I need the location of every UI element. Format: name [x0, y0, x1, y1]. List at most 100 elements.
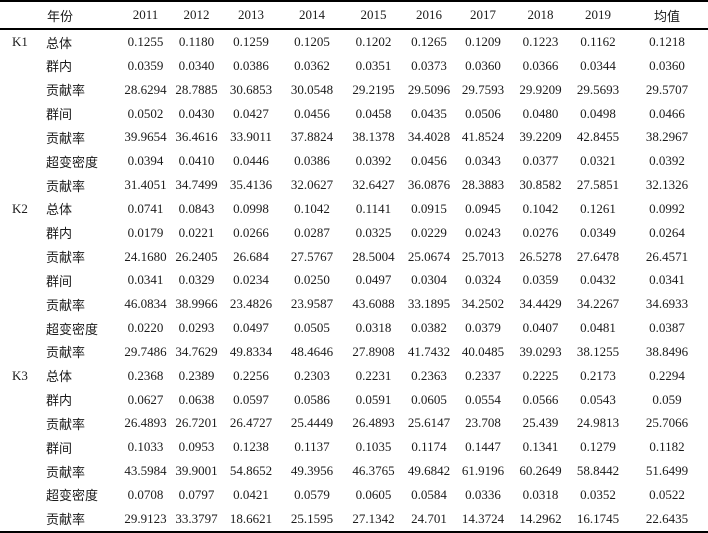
value-cell: 0.0359 — [522, 272, 559, 288]
value-cell: 28.7885 — [175, 81, 218, 97]
value-cell: 34.2502 — [461, 296, 505, 312]
value-cell: 0.0566 — [522, 391, 559, 407]
row-label: 超变密度 — [46, 488, 99, 504]
value-cell: 27.5851 — [576, 177, 620, 193]
value-cell: 32.0627 — [290, 177, 334, 193]
value-cell: 0.0360 — [465, 57, 501, 73]
row-label: 贡献率 — [46, 178, 86, 194]
column-header: 2012 — [171, 1, 223, 30]
table-row: 群间 0.1033 0.0953 0.1238 0.1137 0.1035 0.1174 0.… — [0, 435, 708, 459]
table-row: 群间 0.0502 0.0430 0.0427 0.0456 0.0458 0.0435 0.… — [0, 102, 708, 126]
value-cell: 60.2649 — [519, 463, 562, 479]
value-cell: 33.3797 — [175, 510, 218, 526]
value-cell: 23.9587 — [290, 296, 334, 312]
value-cell: 25.4449 — [290, 415, 334, 431]
value-cell: 29.7486 — [124, 343, 167, 359]
value-cell: 31.4051 — [124, 177, 167, 193]
value-cell: 0.0407 — [522, 320, 559, 336]
value-cell: 61.9196 — [461, 463, 505, 479]
table-row: 贡献率 28.6294 28.7885 30.6853 30.0548 29.2195 29… — [0, 78, 708, 102]
value-cell: 0.0287 — [294, 224, 330, 240]
value-cell: 22.6435 — [645, 510, 689, 526]
value-cell: 0.0586 — [294, 391, 330, 407]
value-cell: 58.8442 — [576, 463, 620, 479]
row-label: 总体 — [46, 369, 73, 385]
row-label: 贡献率 — [46, 250, 86, 266]
value-cell: 0.0386 — [294, 153, 330, 169]
value-cell: 0.1042 — [522, 200, 559, 216]
value-cell: 30.6853 — [229, 81, 273, 97]
value-cell: 27.1342 — [352, 510, 395, 526]
value-cell: 37.8824 — [290, 129, 334, 145]
table-row: 贡献率 24.1680 26.2405 26.684 27.5767 28.5004 25.… — [0, 245, 708, 269]
value-cell: 34.4028 — [407, 129, 451, 145]
value-cell: 16.1745 — [576, 510, 620, 526]
table-row: 超变密度 0.0220 0.0293 0.0497 0.0505 0.0318 0.0382… — [0, 316, 708, 340]
value-cell: 0.1265 — [411, 34, 447, 50]
row-label: 贡献率 — [46, 297, 86, 313]
value-cell: 34.7629 — [175, 343, 218, 359]
value-cell: 0.0458 — [355, 105, 392, 121]
row-label: 贡献率 — [46, 512, 86, 528]
value-cell: 0.0336 — [465, 486, 501, 502]
column-header: 均值 — [626, 1, 708, 30]
value-cell: 41.8524 — [461, 129, 505, 145]
column-header: 2011 — [120, 1, 172, 30]
value-cell: 14.3724 — [461, 510, 505, 526]
value-cell: 0.0505 — [294, 320, 330, 336]
value-cell: 0.0377 — [522, 153, 559, 169]
value-cell: 46.0834 — [124, 296, 167, 312]
value-cell: 0.1180 — [178, 34, 215, 50]
value-cell: 46.3765 — [352, 463, 395, 479]
value-cell: 33.1895 — [407, 296, 451, 312]
value-cell: 49.6842 — [407, 463, 451, 479]
value-cell: 0.0359 — [127, 57, 164, 73]
value-cell: 0.0362 — [294, 57, 330, 73]
value-cell: 32.1326 — [645, 177, 689, 193]
value-cell: 34.6933 — [645, 296, 689, 312]
group-label: K3 — [12, 367, 28, 383]
value-cell: 0.1209 — [465, 34, 501, 50]
value-cell: 27.5767 — [290, 248, 334, 264]
value-cell: 23.708 — [465, 415, 501, 431]
value-cell: 49.8334 — [229, 343, 273, 359]
row-label: 群间 — [46, 440, 73, 456]
value-cell: 30.8582 — [519, 177, 562, 193]
value-cell: 26.684 — [233, 248, 269, 264]
column-header: 2016 — [403, 1, 456, 30]
value-cell: 26.4571 — [645, 248, 689, 264]
value-cell: 0.2303 — [294, 367, 330, 383]
value-cell: 0.0584 — [411, 486, 447, 502]
value-cell: 0.0953 — [178, 439, 215, 455]
value-cell: 0.0481 — [580, 320, 616, 336]
value-cell: 42.8455 — [576, 129, 620, 145]
value-cell: 14.2962 — [519, 510, 562, 526]
value-cell: 38.1378 — [352, 129, 395, 145]
table-row: 群间 0.0341 0.0329 0.0234 0.0250 0.0497 0.0304 0.… — [0, 269, 708, 293]
value-cell: 34.2267 — [576, 296, 620, 312]
value-cell: 0.0466 — [649, 105, 685, 121]
value-cell: 0.0435 — [411, 105, 447, 121]
value-cell: 0.1033 — [127, 439, 164, 455]
row-label: 贡献率 — [46, 345, 86, 361]
value-cell: 0.0597 — [233, 391, 269, 407]
column-header: 2013 — [222, 1, 281, 30]
value-cell: 39.9001 — [175, 463, 218, 479]
value-cell: 0.0456 — [411, 153, 447, 169]
value-cell: 0.0915 — [411, 200, 447, 216]
value-cell: 35.4136 — [229, 177, 273, 193]
value-cell: 43.6088 — [352, 296, 395, 312]
table-row: 贡献率 29.7486 34.7629 49.8334 48.4646 27.8908 41… — [0, 340, 708, 364]
value-cell: 0.0341 — [649, 272, 685, 288]
table-body: K1 总体 0.1255 0.1180 0.1259 0.1205 0.1202 0.1265… — [0, 29, 708, 532]
row-label: 贡献率 — [46, 416, 86, 432]
value-cell: 36.0876 — [407, 177, 451, 193]
value-cell: 0.0264 — [649, 224, 685, 240]
value-cell: 29.5096 — [407, 81, 451, 97]
value-cell: 0.0497 — [355, 272, 392, 288]
value-cell: 0.0373 — [411, 57, 447, 73]
value-cell: 0.0446 — [233, 153, 269, 169]
value-cell: 0.0343 — [465, 153, 501, 169]
column-header: 2015 — [344, 1, 404, 30]
value-cell: 0.0394 — [127, 153, 164, 169]
